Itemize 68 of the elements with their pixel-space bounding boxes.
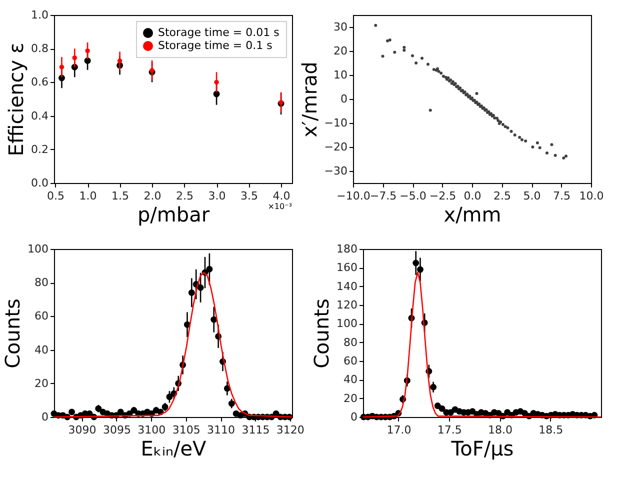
x-tick-label: −2.5 bbox=[429, 190, 456, 202]
x-tick-label: −7.5 bbox=[370, 190, 397, 202]
y-tick-label: 0.8 bbox=[31, 42, 48, 56]
y-tick-label: 0.6 bbox=[31, 76, 48, 89]
y-tick-label: 10 bbox=[334, 68, 348, 82]
y-axis-title: Counts bbox=[310, 298, 334, 368]
x-tick-label: 10.0 bbox=[579, 190, 604, 202]
y-axis-title: Counts bbox=[0, 298, 25, 368]
x-tick-label: 3110 bbox=[207, 424, 236, 436]
y-tick-label: 20 bbox=[344, 392, 358, 405]
x-tick-label: 2.0 bbox=[144, 190, 162, 202]
y-tick-label: −20 bbox=[324, 140, 348, 154]
x-axis-title: ToF/μs bbox=[450, 436, 514, 460]
x-tick-label: 4.0 bbox=[272, 190, 290, 202]
x-tick-label: 3100 bbox=[138, 424, 166, 436]
y-tick-label: 40 bbox=[344, 373, 358, 386]
y-tick-label: 0.2 bbox=[31, 142, 48, 156]
x-tick-label: 0.0 bbox=[464, 190, 482, 202]
y-tick-label: 80 bbox=[344, 336, 358, 349]
x-tick-label: 3090 bbox=[68, 424, 96, 436]
y-tick-label: 100 bbox=[336, 317, 358, 330]
y-tick-label: 60 bbox=[34, 310, 48, 323]
legend-label: Storage time = 0.1 s bbox=[158, 39, 273, 52]
y-tick-label: 40 bbox=[34, 343, 48, 356]
legend-label: Storage time = 0.01 s bbox=[158, 26, 280, 39]
x-tick-label: 3115 bbox=[242, 424, 270, 436]
x-tick-label: 2.5 bbox=[494, 190, 511, 202]
x-tick-label: 0.5 bbox=[47, 190, 65, 202]
y-tick-label: 1.0 bbox=[31, 8, 48, 22]
x-tick-label: 3.5 bbox=[240, 190, 258, 202]
x-axis-title: x/mm bbox=[444, 202, 502, 226]
y-tick-label: 0 bbox=[350, 410, 358, 424]
y-axis-title: x′/mrad bbox=[297, 62, 322, 138]
y-tick-label: 100 bbox=[28, 242, 48, 256]
x-tick-label: 3095 bbox=[102, 424, 131, 436]
y-tick-label: 60 bbox=[344, 354, 358, 368]
y-tick-label: 0 bbox=[340, 92, 348, 106]
y-axis-title: Efficiency ε bbox=[4, 42, 28, 156]
x-tick-label: 18.0 bbox=[488, 424, 512, 436]
x-tick-label: 18.5 bbox=[538, 424, 564, 436]
y-tick-label: 80 bbox=[34, 276, 48, 290]
x-tick-label: 3.0 bbox=[208, 190, 226, 202]
y-tick-label: −10 bbox=[324, 116, 348, 130]
y-tick-label: 0 bbox=[42, 410, 48, 424]
y-tick-label: 180 bbox=[336, 242, 358, 256]
x-tick-label: −10.0 bbox=[336, 190, 370, 202]
y-tick-label: 20 bbox=[34, 376, 48, 390]
y-tick-label: 140 bbox=[336, 280, 358, 293]
y-tick-label: 160 bbox=[336, 261, 358, 274]
y-tick-label: 0.0 bbox=[31, 176, 48, 190]
x-tick-label: 7.5 bbox=[553, 190, 570, 202]
x-tick-label: 1.5 bbox=[112, 190, 130, 202]
x-tick-label: 3105 bbox=[172, 424, 200, 436]
x-axis-title: p/mbar bbox=[137, 202, 210, 226]
x-axis-title: Eₖᵢₙ/eV bbox=[140, 436, 207, 460]
x-tick-label: −5.0 bbox=[400, 190, 426, 202]
y-tick-label: 120 bbox=[336, 298, 358, 312]
text: ×10⁻³ bbox=[268, 202, 292, 211]
x-tick-label: 17.0 bbox=[386, 424, 412, 436]
x-tick-label: 17.5 bbox=[437, 424, 462, 436]
x-tick-label: 2.5 bbox=[176, 190, 194, 202]
y-tick-label: 20 bbox=[334, 44, 348, 58]
y-tick-label: 0.4 bbox=[31, 109, 48, 122]
x-tick-label: 1.0 bbox=[79, 190, 97, 202]
x-tick-label: 5.0 bbox=[523, 190, 541, 202]
y-tick-label: −30 bbox=[324, 164, 348, 178]
y-tick-label: 30 bbox=[334, 20, 348, 34]
x-tick-label: 3120 bbox=[276, 424, 304, 436]
